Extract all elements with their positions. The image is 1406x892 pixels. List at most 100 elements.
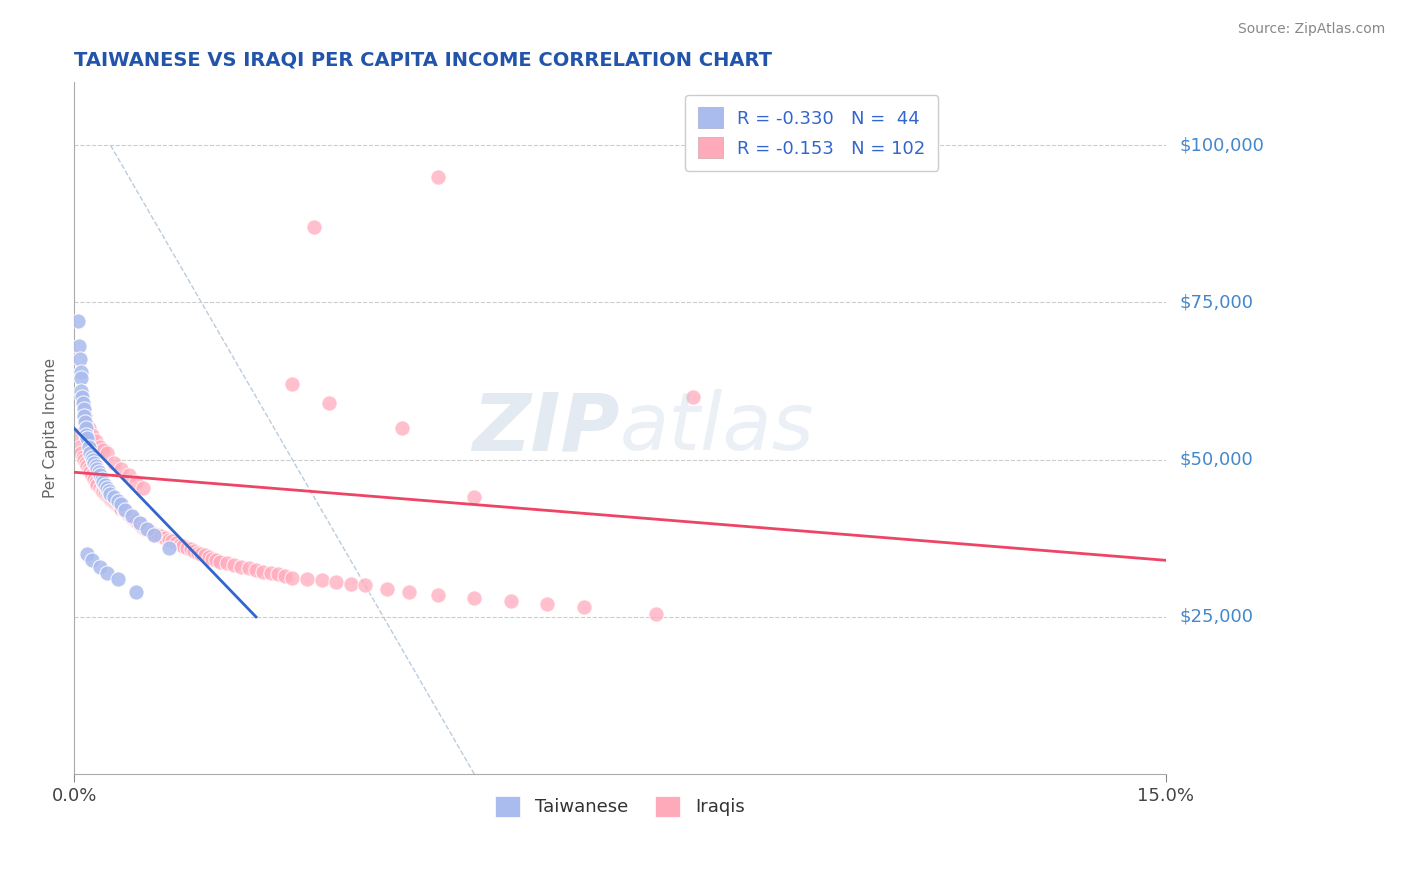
Point <box>76 458 98 473</box>
Point <box>115 506 138 520</box>
Point <box>76 431 98 445</box>
Point <box>75 421 97 435</box>
Text: ZIP: ZIP <box>472 389 620 467</box>
Point <box>682 390 704 404</box>
Point <box>103 491 125 505</box>
Point <box>426 588 449 602</box>
Point <box>139 524 162 539</box>
Point <box>110 501 132 516</box>
Point <box>281 571 304 585</box>
Point <box>107 493 129 508</box>
Point <box>77 462 100 476</box>
Point <box>215 557 238 571</box>
Point <box>66 314 89 328</box>
Point <box>72 402 94 417</box>
Point <box>121 510 143 524</box>
Point <box>224 558 246 573</box>
Point <box>325 575 347 590</box>
Point <box>82 553 104 567</box>
Point <box>86 478 108 492</box>
Point <box>127 516 149 530</box>
Point <box>98 491 121 505</box>
Point <box>572 600 595 615</box>
Point <box>107 498 129 512</box>
Point <box>114 504 136 518</box>
Text: $75,000: $75,000 <box>1180 293 1254 311</box>
Point <box>75 456 97 470</box>
Point <box>499 594 522 608</box>
Point <box>128 516 150 530</box>
Point <box>398 584 420 599</box>
Point <box>120 509 142 524</box>
Point <box>84 458 107 473</box>
Point <box>76 547 98 561</box>
Point <box>197 550 219 565</box>
Point <box>69 365 91 379</box>
Point <box>118 508 141 522</box>
Point <box>125 514 148 528</box>
Point <box>143 528 166 542</box>
Point <box>93 478 115 492</box>
Point <box>129 518 152 533</box>
Point <box>135 523 157 537</box>
Point <box>183 544 205 558</box>
Point <box>165 535 187 549</box>
Point <box>108 500 131 514</box>
Point <box>96 481 118 495</box>
Point <box>391 421 413 435</box>
Point <box>77 440 100 454</box>
Point <box>180 541 202 556</box>
Point <box>124 512 146 526</box>
Point <box>79 446 101 460</box>
Point <box>75 427 97 442</box>
Point <box>311 574 333 588</box>
Point <box>295 572 318 586</box>
Point <box>100 487 122 501</box>
Point <box>201 552 224 566</box>
Point <box>70 446 93 460</box>
Point <box>463 591 485 605</box>
Point <box>107 572 129 586</box>
Point <box>252 565 274 579</box>
Point <box>143 527 166 541</box>
Point <box>267 567 290 582</box>
Point <box>426 169 449 184</box>
Point <box>79 465 101 479</box>
Point <box>70 371 93 385</box>
Point <box>187 546 209 560</box>
Point <box>84 475 107 489</box>
Point <box>157 541 180 555</box>
Point <box>135 522 157 536</box>
Point <box>91 443 114 458</box>
Point <box>238 561 260 575</box>
Point <box>90 471 112 485</box>
Point <box>87 465 110 479</box>
Point <box>67 339 90 353</box>
Point <box>110 462 132 476</box>
Point <box>89 481 111 495</box>
Point <box>153 531 176 545</box>
Point <box>339 577 361 591</box>
Point <box>89 440 111 454</box>
Point <box>110 497 132 511</box>
Point <box>118 468 141 483</box>
Point <box>318 396 340 410</box>
Point <box>112 503 135 517</box>
Point <box>354 578 377 592</box>
Point <box>90 484 112 499</box>
Point <box>132 481 155 495</box>
Point <box>77 421 100 435</box>
Point <box>80 450 103 464</box>
Point <box>231 559 253 574</box>
Point <box>150 529 173 543</box>
Point <box>194 549 217 563</box>
Point <box>73 409 96 423</box>
Point <box>84 434 107 448</box>
Point <box>91 485 114 500</box>
Legend: Taiwanese, Iraqis: Taiwanese, Iraqis <box>488 789 752 824</box>
Point <box>96 489 118 503</box>
Text: $25,000: $25,000 <box>1180 608 1254 626</box>
Point <box>83 471 105 485</box>
Point <box>101 493 124 508</box>
Point <box>70 384 93 398</box>
